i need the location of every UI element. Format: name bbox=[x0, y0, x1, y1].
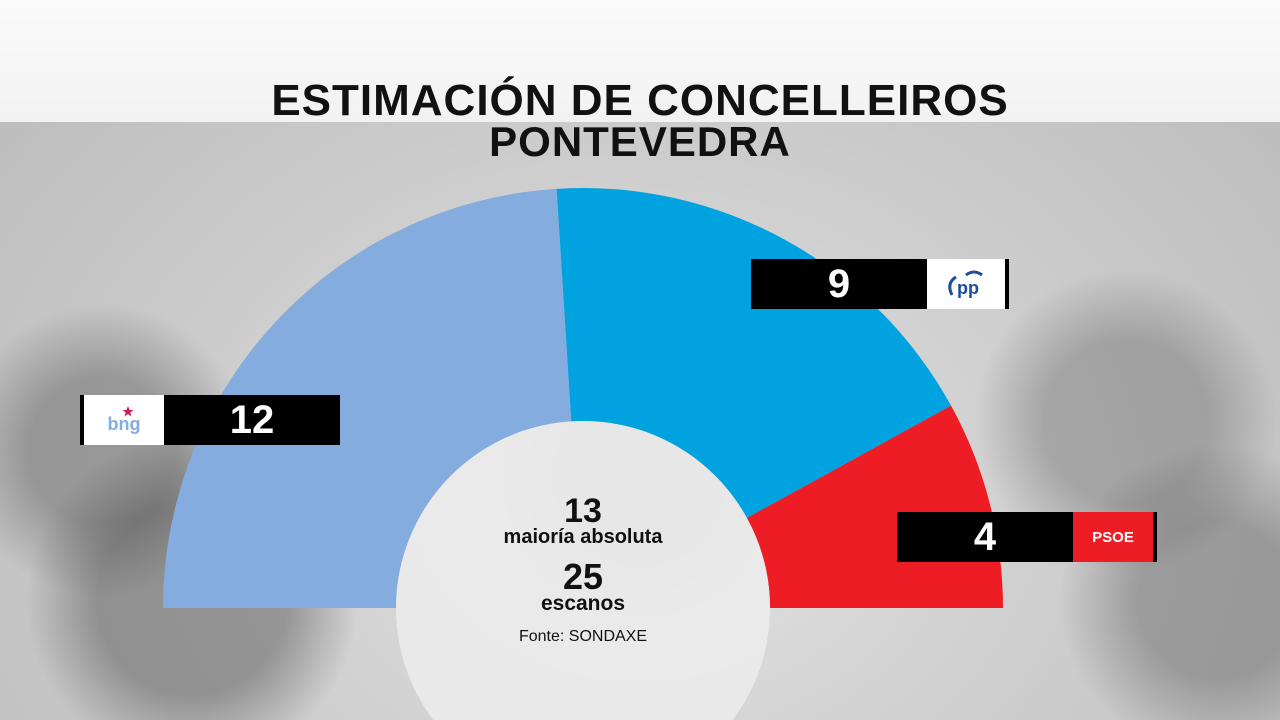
center-disc bbox=[396, 421, 770, 720]
bng-seats: 12 bbox=[164, 395, 340, 445]
majority-value: 13 bbox=[564, 492, 602, 530]
label-edge bbox=[1153, 512, 1157, 562]
bng-logo-icon: bng bbox=[108, 406, 141, 434]
bng-label: bng 12 bbox=[80, 395, 340, 445]
total-seats-label: escanos bbox=[540, 592, 626, 615]
pp-seats: 9 bbox=[751, 259, 927, 309]
pp-logo: pp bbox=[927, 259, 1005, 309]
pp-logo-icon: pp bbox=[948, 270, 983, 298]
svg-text:bng: bng bbox=[108, 414, 141, 434]
segment-bng bbox=[163, 188, 572, 608]
total-seats-value: 25 bbox=[562, 556, 604, 597]
majority-label: maioría absoluta bbox=[503, 526, 663, 548]
bng-logo: bng bbox=[84, 395, 164, 445]
pp-label: 9 pp bbox=[751, 259, 1009, 309]
chart-subtitle: PONTEVEDRA bbox=[489, 118, 791, 165]
psoe-logo: PSOE bbox=[1073, 512, 1153, 562]
psoe-seats: 4 bbox=[897, 512, 1073, 562]
svg-text:pp: pp bbox=[957, 278, 979, 298]
chart-title: ESTIMACIÓN DE CONCELLEIROS bbox=[271, 76, 1009, 125]
header-band bbox=[0, 0, 1280, 122]
source-note: Fonte: SONDAXE bbox=[518, 628, 648, 645]
label-edge bbox=[80, 395, 84, 445]
label-edge bbox=[1005, 259, 1009, 309]
segment-pp bbox=[556, 188, 952, 518]
psoe-label: 4 PSOE bbox=[897, 512, 1157, 562]
